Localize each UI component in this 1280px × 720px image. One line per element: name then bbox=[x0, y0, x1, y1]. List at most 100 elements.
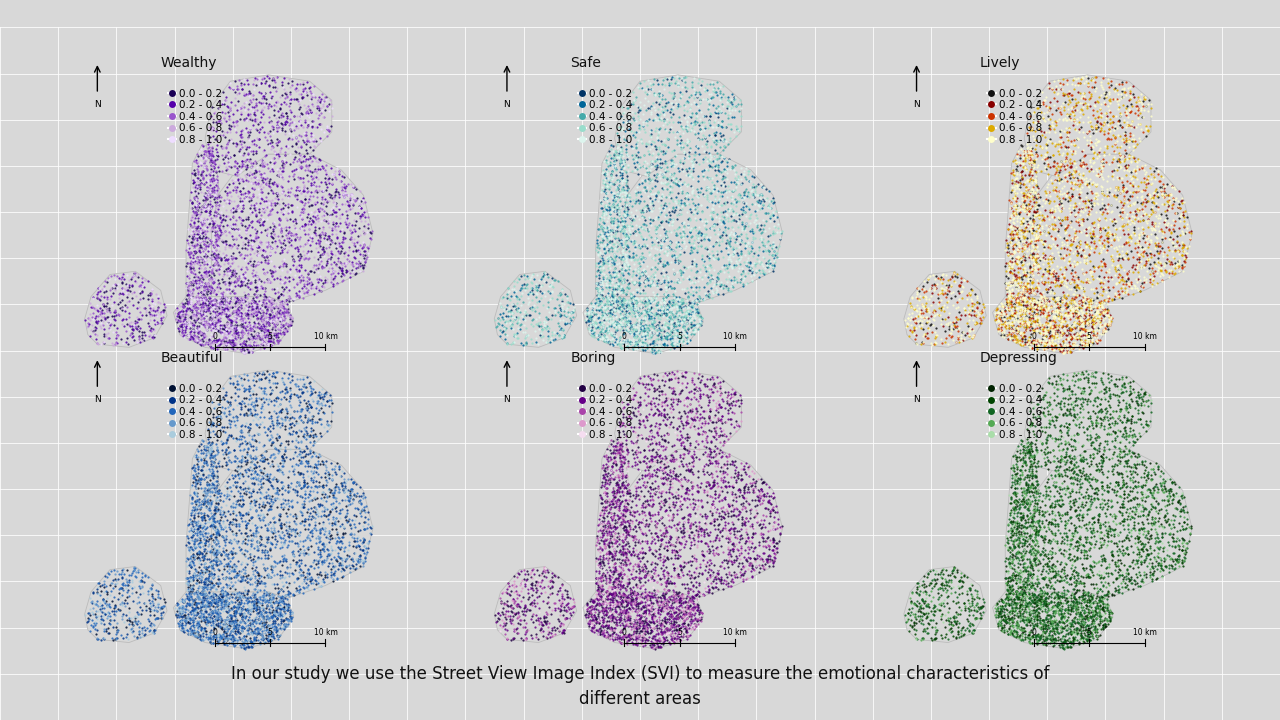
Point bbox=[643, 598, 663, 609]
Point bbox=[346, 258, 366, 269]
Point bbox=[197, 236, 218, 248]
Point bbox=[672, 610, 692, 621]
Point bbox=[1064, 307, 1084, 319]
Point bbox=[616, 605, 636, 616]
Point bbox=[1011, 614, 1032, 626]
Point bbox=[680, 271, 700, 282]
Point bbox=[507, 600, 527, 612]
Point bbox=[93, 280, 114, 292]
Point bbox=[652, 517, 672, 528]
Point bbox=[1062, 402, 1083, 413]
Point bbox=[1137, 248, 1157, 259]
Point bbox=[1011, 511, 1032, 523]
Point bbox=[257, 251, 278, 263]
Point bbox=[704, 206, 724, 217]
Point bbox=[210, 603, 230, 614]
Point bbox=[1107, 153, 1128, 165]
Point bbox=[237, 222, 257, 233]
Point bbox=[704, 84, 724, 95]
Point bbox=[1089, 317, 1110, 328]
Point bbox=[1053, 382, 1074, 394]
Point bbox=[1075, 320, 1096, 332]
Point bbox=[692, 448, 713, 459]
Point bbox=[515, 333, 535, 344]
Point bbox=[612, 469, 632, 481]
Point bbox=[1001, 220, 1021, 232]
Point bbox=[726, 181, 746, 192]
Point bbox=[704, 252, 724, 264]
Point bbox=[924, 580, 945, 591]
Point bbox=[666, 593, 686, 604]
Point bbox=[617, 283, 637, 294]
Point bbox=[1030, 585, 1051, 596]
Point bbox=[204, 580, 224, 591]
Point bbox=[506, 626, 526, 637]
Point bbox=[607, 184, 627, 195]
Point bbox=[1021, 218, 1042, 230]
Point bbox=[305, 264, 325, 275]
Point bbox=[618, 269, 639, 280]
Point bbox=[609, 611, 630, 623]
Point bbox=[612, 225, 632, 237]
Point bbox=[118, 338, 138, 350]
Point bbox=[1144, 258, 1165, 270]
Point bbox=[719, 459, 740, 470]
Point bbox=[242, 324, 262, 336]
Point bbox=[207, 317, 228, 328]
Point bbox=[590, 228, 611, 239]
Point bbox=[219, 622, 239, 634]
Point bbox=[191, 588, 211, 600]
Point bbox=[172, 315, 192, 326]
Point bbox=[641, 456, 662, 467]
Point bbox=[1000, 330, 1020, 342]
Point bbox=[658, 536, 678, 547]
Point bbox=[1084, 301, 1105, 312]
Point bbox=[1019, 284, 1039, 295]
Point bbox=[301, 577, 321, 589]
Point bbox=[102, 279, 123, 290]
Point bbox=[626, 592, 646, 603]
Point bbox=[1025, 420, 1046, 431]
Point bbox=[170, 310, 191, 322]
Point bbox=[591, 516, 612, 528]
Point bbox=[200, 591, 220, 603]
Point bbox=[1160, 553, 1180, 564]
Point bbox=[509, 589, 530, 600]
Point bbox=[650, 548, 671, 559]
Point bbox=[626, 333, 646, 344]
Point bbox=[1019, 443, 1039, 454]
Point bbox=[666, 307, 686, 319]
Point bbox=[284, 281, 305, 292]
Point bbox=[280, 613, 301, 624]
Point bbox=[1039, 615, 1060, 626]
Point bbox=[603, 230, 623, 241]
Point bbox=[1087, 598, 1107, 609]
Point bbox=[713, 512, 733, 523]
Point bbox=[1071, 629, 1092, 641]
Point bbox=[197, 583, 218, 595]
Point bbox=[179, 537, 200, 549]
Point bbox=[180, 629, 201, 640]
Point bbox=[635, 606, 655, 617]
Point bbox=[992, 595, 1012, 607]
Point bbox=[582, 330, 603, 341]
Point bbox=[616, 531, 636, 542]
Point bbox=[332, 503, 352, 515]
Point bbox=[187, 585, 207, 597]
Point bbox=[591, 611, 612, 623]
Point bbox=[689, 500, 709, 512]
Point bbox=[1079, 165, 1100, 176]
Point bbox=[694, 469, 714, 480]
Point bbox=[241, 403, 261, 415]
Point bbox=[1064, 114, 1084, 125]
Point bbox=[588, 282, 608, 294]
Point bbox=[632, 116, 653, 127]
Point bbox=[622, 222, 643, 233]
Point bbox=[206, 482, 227, 494]
Point bbox=[311, 487, 332, 498]
Point bbox=[1094, 99, 1115, 110]
Point bbox=[1140, 474, 1161, 485]
Point bbox=[197, 324, 218, 336]
Point bbox=[1021, 534, 1042, 546]
Point bbox=[142, 304, 163, 315]
